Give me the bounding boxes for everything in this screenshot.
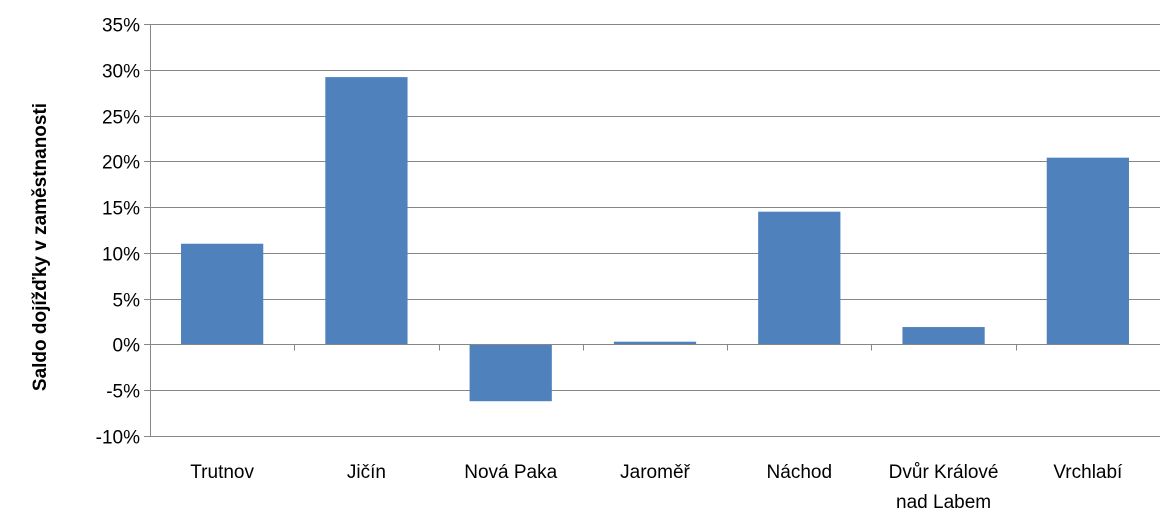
y-tick-label: -10%	[96, 428, 140, 449]
bar	[613, 341, 697, 345]
y-axis-ticks: 35% 30% 25% 20% 15% 10% 5% 0% -5% -10%	[96, 16, 140, 449]
y-tick-label: 30%	[102, 62, 140, 83]
x-category-label: Dvůr Králové	[889, 462, 999, 483]
gridlines	[144, 24, 1160, 437]
bar	[1046, 157, 1129, 345]
y-axis-title: Saldo dojížďky v zaměstnanosti	[30, 103, 51, 391]
y-tick-label: 35%	[102, 16, 140, 37]
x-category-label: Jičín	[347, 462, 386, 483]
x-category-label: Jaroměř	[620, 462, 690, 483]
x-category-label: Vrchlabí	[1053, 462, 1123, 483]
bar	[902, 327, 985, 345]
x-category-label: Trutnov	[190, 462, 254, 483]
y-tick-label: -5%	[106, 382, 140, 403]
x-category-label: Náchod	[767, 462, 833, 483]
y-tick-label: 5%	[113, 291, 141, 312]
bar	[181, 243, 264, 345]
x-axis	[150, 24, 1160, 436]
y-tick-label: 25%	[102, 108, 140, 129]
y-tick-label: 15%	[102, 199, 140, 220]
x-category-label: Nová Paka	[464, 462, 557, 483]
y-tick-label: 10%	[102, 245, 140, 266]
bar	[758, 211, 841, 345]
x-category-label: nad Labem	[896, 492, 991, 513]
x-axis-labels: Trutnov Jičín Nová Paka Jaroměř Náchod Dvůr K…	[190, 462, 1123, 513]
y-tick-label: 20%	[102, 153, 140, 174]
bars	[181, 77, 1129, 402]
y-tick-label: 0%	[113, 336, 141, 357]
bar	[469, 344, 552, 402]
bar	[325, 77, 408, 345]
